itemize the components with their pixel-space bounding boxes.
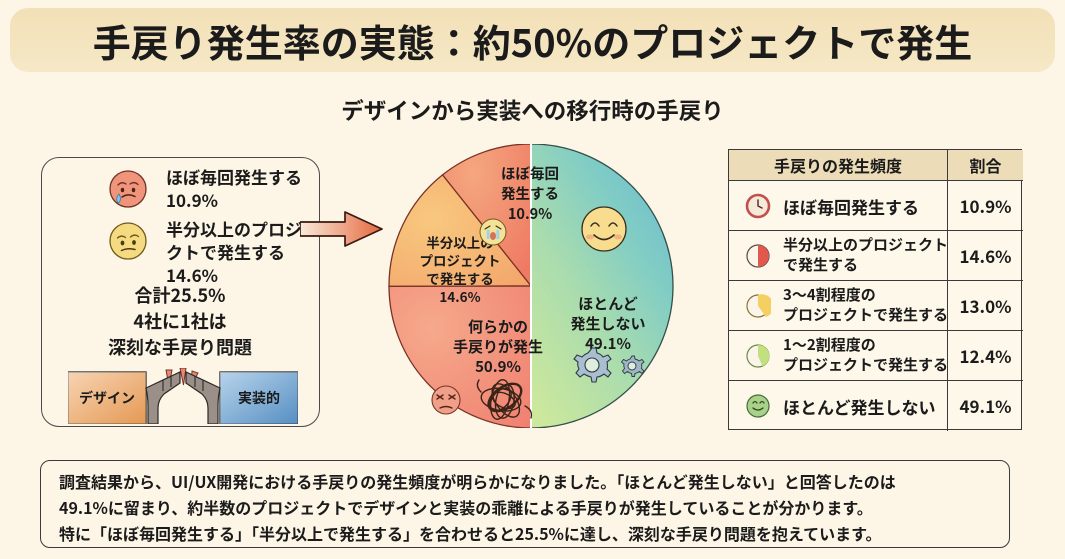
svg-text:実装的: 実装的	[238, 388, 280, 408]
svg-text:50.9%: 50.9%	[475, 356, 521, 377]
svg-text:発生する: 発生する	[501, 183, 559, 204]
svg-text:14.6%: 14.6%	[439, 286, 480, 306]
svg-text:ほぼ毎回: ほぼ毎回	[501, 163, 559, 184]
svg-text:発生しない: 発生しない	[570, 313, 645, 334]
svg-text:何らかの: 何らかの	[468, 316, 528, 337]
svg-text:プロジェクト: プロジェクト	[420, 250, 501, 270]
svg-text:ほとんど: ほとんど	[578, 293, 638, 314]
svg-text:デザイン: デザイン	[79, 388, 135, 408]
svg-text:10.9%: 10.9%	[508, 203, 552, 224]
svg-text:で発生する: で発生する	[426, 268, 494, 288]
svg-text:手戻りが発生: 手戻りが発生	[453, 336, 543, 357]
